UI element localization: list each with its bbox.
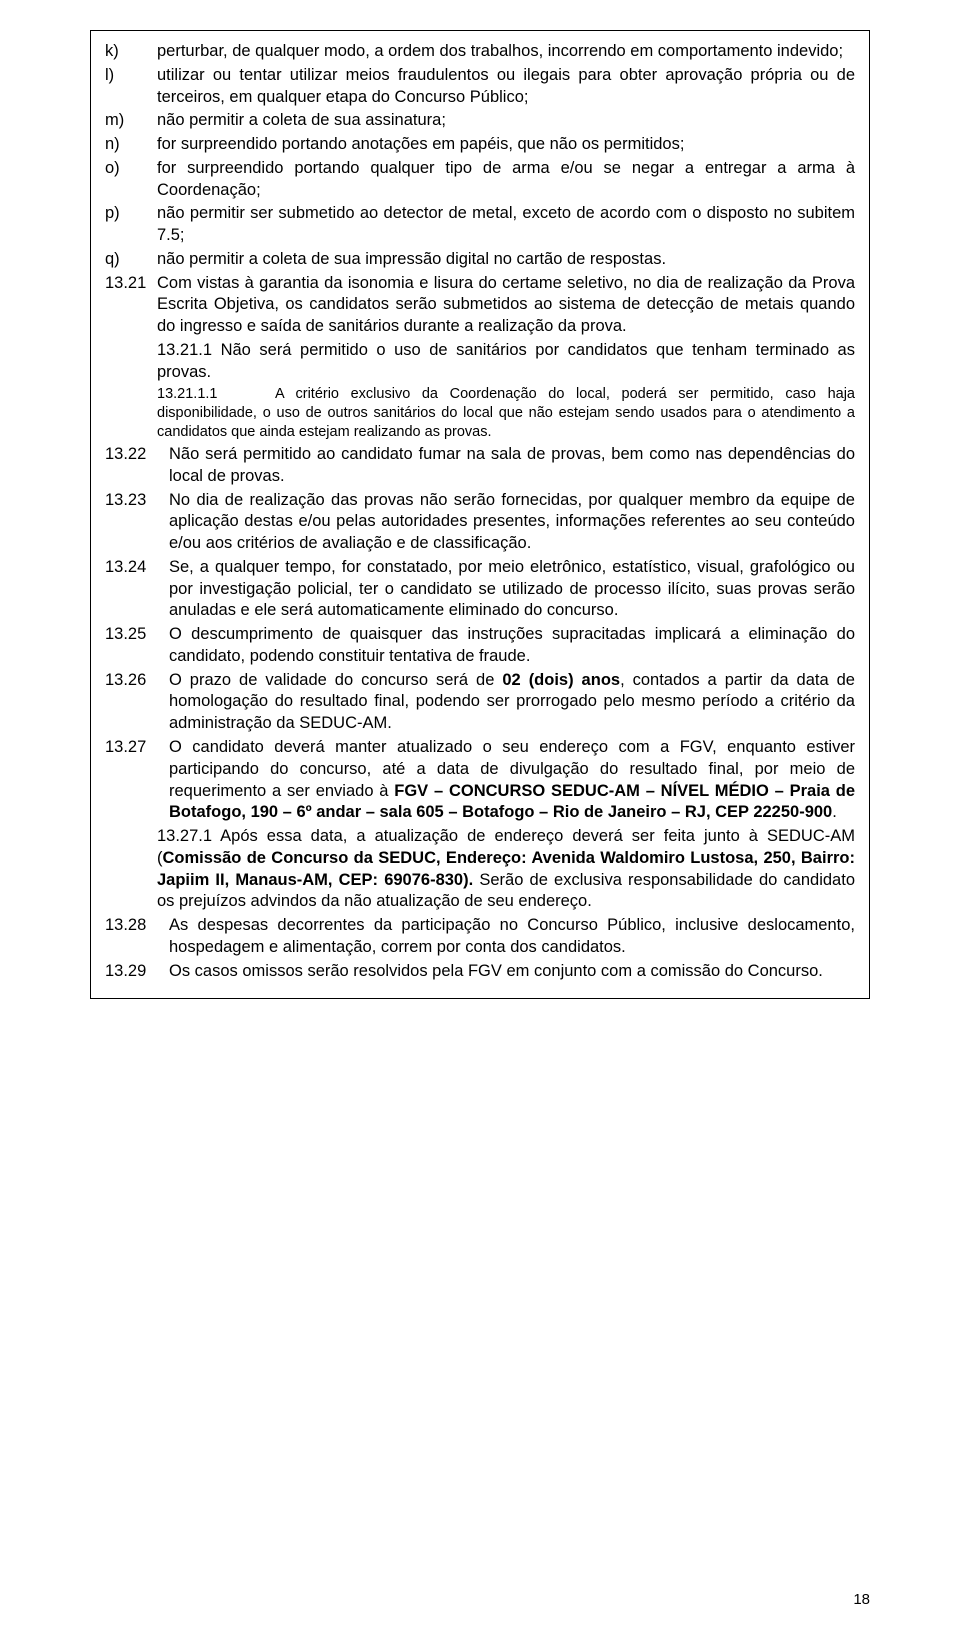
text-bold: 02 (dois) anos — [502, 671, 620, 689]
clause-1328: 13.28 As despesas decorrentes da partici… — [105, 915, 855, 959]
clause-text: Com vistas à garantia da isonomia e lisu… — [157, 273, 855, 338]
item-text: for surpreendido portando anotações em p… — [157, 134, 855, 156]
clause-13271: 13.27.1 Após essa data, a atualização de… — [105, 826, 855, 913]
item-marker: l) — [105, 65, 157, 87]
clause-132111: 13.21.1.1A critério exclusivo da Coorden… — [105, 385, 855, 442]
item-marker: p) — [105, 203, 157, 225]
clause-1323: 13.23 No dia de realização das provas nã… — [105, 490, 855, 555]
clause-1327: 13.27 O candidato deverá manter atualiza… — [105, 737, 855, 824]
list-item: p) não permitir ser submetido ao detecto… — [105, 203, 855, 247]
clause-text: No dia de realização das provas não serã… — [169, 490, 855, 555]
clause-1324: 13.24 Se, a qualquer tempo, for constata… — [105, 557, 855, 622]
clause-text: O prazo de validade do concurso será de … — [169, 670, 855, 735]
item-text: perturbar, de qualquer modo, a ordem dos… — [157, 41, 855, 63]
list-item: k) perturbar, de qualquer modo, a ordem … — [105, 41, 855, 63]
page-number: 18 — [853, 1591, 870, 1608]
text-pre: O prazo de validade do concurso será de — [169, 671, 502, 689]
item-text: não permitir a coleta de sua assinatura; — [157, 110, 855, 132]
item-marker: q) — [105, 249, 157, 271]
list-item: n) for surpreendido portando anotações e… — [105, 134, 855, 156]
clause-1329: 13.29 Os casos omissos serão resolvidos … — [105, 961, 855, 983]
clause-text: As despesas decorrentes da participação … — [169, 915, 855, 959]
clause-marker: 13.27 — [105, 737, 169, 759]
list-item: l) utilizar ou tentar utilizar meios fra… — [105, 65, 855, 109]
clause-marker: 13.24 — [105, 557, 169, 579]
clause-13211: 13.21.1 Não será permitido o uso de sani… — [105, 340, 855, 384]
clause-1322: 13.22 Não será permitido ao candidato fu… — [105, 444, 855, 488]
clause-text: Não será permitido ao candidato fumar na… — [169, 444, 855, 488]
document-page: k) perturbar, de qualquer modo, a ordem … — [0, 0, 960, 1632]
clause-text: O descumprimento de quaisquer das instru… — [169, 624, 855, 668]
clause-marker: 13.25 — [105, 624, 169, 646]
clause-marker: 13.28 — [105, 915, 169, 937]
item-marker: o) — [105, 158, 157, 180]
clause-1326: 13.26 O prazo de validade do concurso se… — [105, 670, 855, 735]
item-text: for surpreendido portando qualquer tipo … — [157, 158, 855, 202]
list-item: o) for surpreendido portando qualquer ti… — [105, 158, 855, 202]
clause-text: Os casos omissos serão resolvidos pela F… — [169, 961, 855, 983]
list-item: m) não permitir a coleta de sua assinatu… — [105, 110, 855, 132]
clause-1325: 13.25 O descumprimento de quaisquer das … — [105, 624, 855, 668]
clause-text: Se, a qualquer tempo, for constatado, po… — [169, 557, 855, 622]
clause-1321: 13.21 Com vistas à garantia da isonomia … — [105, 273, 855, 338]
item-marker: k) — [105, 41, 157, 63]
clause-text: 13.21.1 Não será permitido o uso de sani… — [157, 341, 855, 381]
content-box: k) perturbar, de qualquer modo, a ordem … — [90, 30, 870, 999]
clause-marker: 13.21 — [105, 273, 157, 295]
list-item: q) não permitir a coleta de sua impressã… — [105, 249, 855, 271]
clause-marker: 13.23 — [105, 490, 169, 512]
clause-marker: 13.26 — [105, 670, 169, 692]
clause-marker: 13.22 — [105, 444, 169, 466]
clause-marker: 13.29 — [105, 961, 169, 983]
clause-marker: 13.21.1.1 — [157, 385, 275, 404]
item-text: não permitir a coleta de sua impressão d… — [157, 249, 855, 271]
item-marker: n) — [105, 134, 157, 156]
item-text: não permitir ser submetido ao detector d… — [157, 203, 855, 247]
text-post: . — [832, 803, 837, 821]
item-text: utilizar ou tentar utilizar meios fraudu… — [157, 65, 855, 109]
item-marker: m) — [105, 110, 157, 132]
clause-text: O candidato deverá manter atualizado o s… — [169, 737, 855, 824]
